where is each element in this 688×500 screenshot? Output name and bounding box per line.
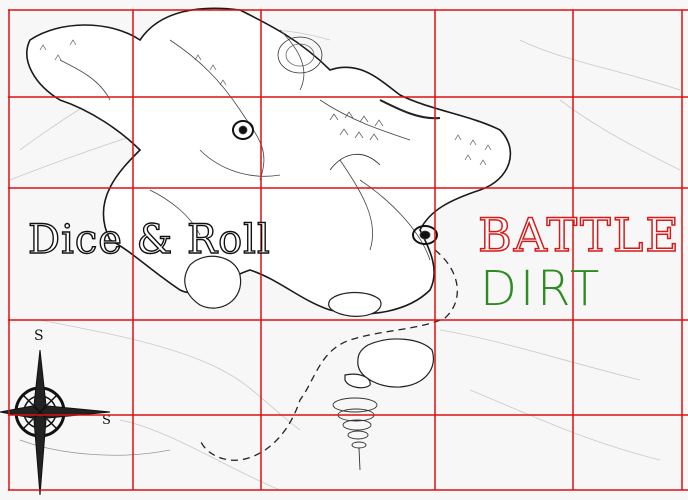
compass-letter-north: S [34, 328, 44, 344]
map-title-battle: BATTLE [477, 208, 681, 262]
map-title-dirt: DIRT [480, 261, 603, 317]
dashed-route [199, 249, 458, 461]
small-islands [184, 255, 434, 389]
compass-letter-east: S [102, 413, 111, 428]
grid-overlay [8, 9, 688, 491]
tree-marks [39, 39, 492, 166]
whirlwind-sketch [332, 397, 378, 471]
main-island [26, 7, 512, 315]
map-title-left: Dice & Roll [27, 217, 271, 263]
